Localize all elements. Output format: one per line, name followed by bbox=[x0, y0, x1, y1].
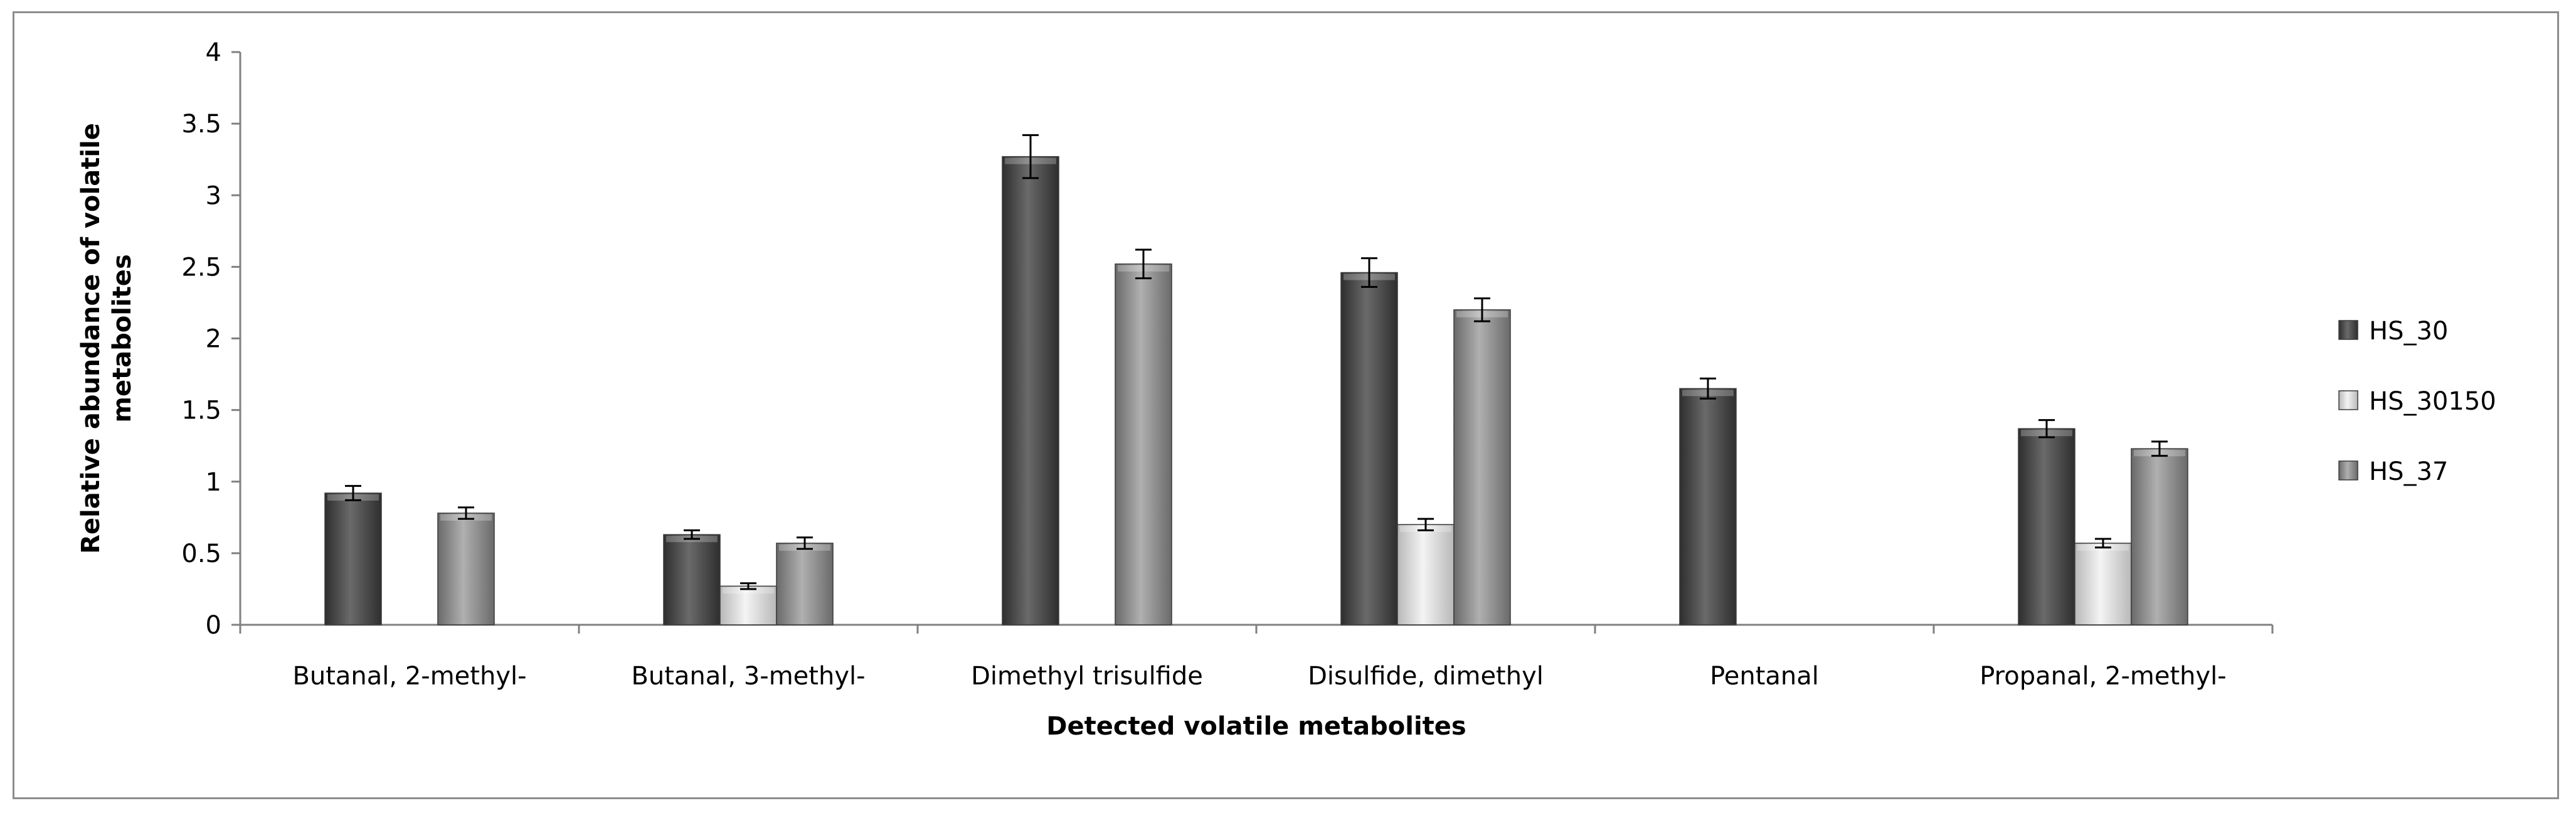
legend-swatch-hs-30150 bbox=[2338, 390, 2358, 410]
bar-hs-37-1 bbox=[776, 543, 834, 625]
y-tick-label: 1 bbox=[206, 468, 221, 497]
y-tick-label: 3 bbox=[206, 181, 221, 210]
y-tick-label: 2 bbox=[206, 325, 221, 354]
y-tick-label: 4 bbox=[206, 38, 221, 67]
y-axis-title-line: metabolites bbox=[108, 254, 137, 423]
y-axis: 0 0.5 1 1.5 2 2.5 3 3.5 4 bbox=[181, 38, 241, 640]
bar-hs-30150-5 bbox=[2074, 543, 2132, 625]
y-tick-label: 1.5 bbox=[181, 396, 221, 425]
legend: HS_30 HS_30150 HS_37 bbox=[2338, 317, 2496, 486]
bar-hs-30-1 bbox=[663, 534, 721, 625]
legend-swatch-hs-30 bbox=[2338, 320, 2358, 340]
legend-swatch-hs-37 bbox=[2338, 460, 2358, 481]
bar-hs-30150-3 bbox=[1397, 524, 1455, 625]
category-label: Butanal, 3-methyl- bbox=[631, 662, 865, 691]
category-label: Dimethyl trisulfide bbox=[971, 662, 1203, 691]
legend-label: HS_37 bbox=[2369, 457, 2448, 486]
bars bbox=[324, 156, 2188, 625]
x-axis bbox=[239, 624, 2274, 634]
bar-chart: 00.511.522.533.54 Butanal, 2-methyl- Buta… bbox=[77, 38, 2496, 741]
y-tick-label: 0 bbox=[206, 611, 221, 640]
y-tick-label: 2.5 bbox=[181, 253, 221, 282]
category-label: Disulfide, dimethyl bbox=[1308, 662, 1544, 691]
category-label: Propanal, 2-methyl- bbox=[1980, 662, 2226, 691]
bar-hs-37-0 bbox=[437, 513, 495, 625]
category-labels: Butanal, 2-methyl- Butanal, 3-methyl- Dime… bbox=[292, 662, 2226, 691]
bar-highlight bbox=[723, 587, 774, 594]
bar-hs-37-5 bbox=[2131, 448, 2188, 625]
y-axis-title: Relative abundance of volatile metabolite… bbox=[77, 123, 137, 554]
bar-hs-30-4 bbox=[1679, 388, 1737, 625]
error-bars bbox=[345, 134, 2168, 590]
legend-label: HS_30 bbox=[2369, 317, 2448, 346]
category-label: Pentanal bbox=[1710, 662, 1819, 691]
y-tick-label: 0.5 bbox=[181, 539, 221, 568]
bar-hs-30-2 bbox=[1002, 156, 1059, 625]
x-axis-title: Detected volatile metabolites bbox=[1046, 712, 1466, 741]
chart-frame: 0 0.5 1 1.5 2 2.5 3 3.5 4 Butanal, 2-methyl- Buta… bbox=[13, 11, 2559, 799]
bar-hs-30-0 bbox=[324, 492, 382, 625]
y-tick-label: 3.5 bbox=[181, 110, 221, 139]
bar-hs-30-3 bbox=[1340, 272, 1398, 625]
bar-hs-37-3 bbox=[1453, 309, 1511, 625]
bar-hs-37-2 bbox=[1115, 263, 1172, 625]
category-label: Butanal, 2-methyl- bbox=[292, 662, 526, 691]
y-axis-title-line: Relative abundance of volatile bbox=[77, 123, 105, 554]
bar-hs-30-5 bbox=[2018, 428, 2075, 625]
legend-label: HS_30150 bbox=[2369, 387, 2496, 416]
